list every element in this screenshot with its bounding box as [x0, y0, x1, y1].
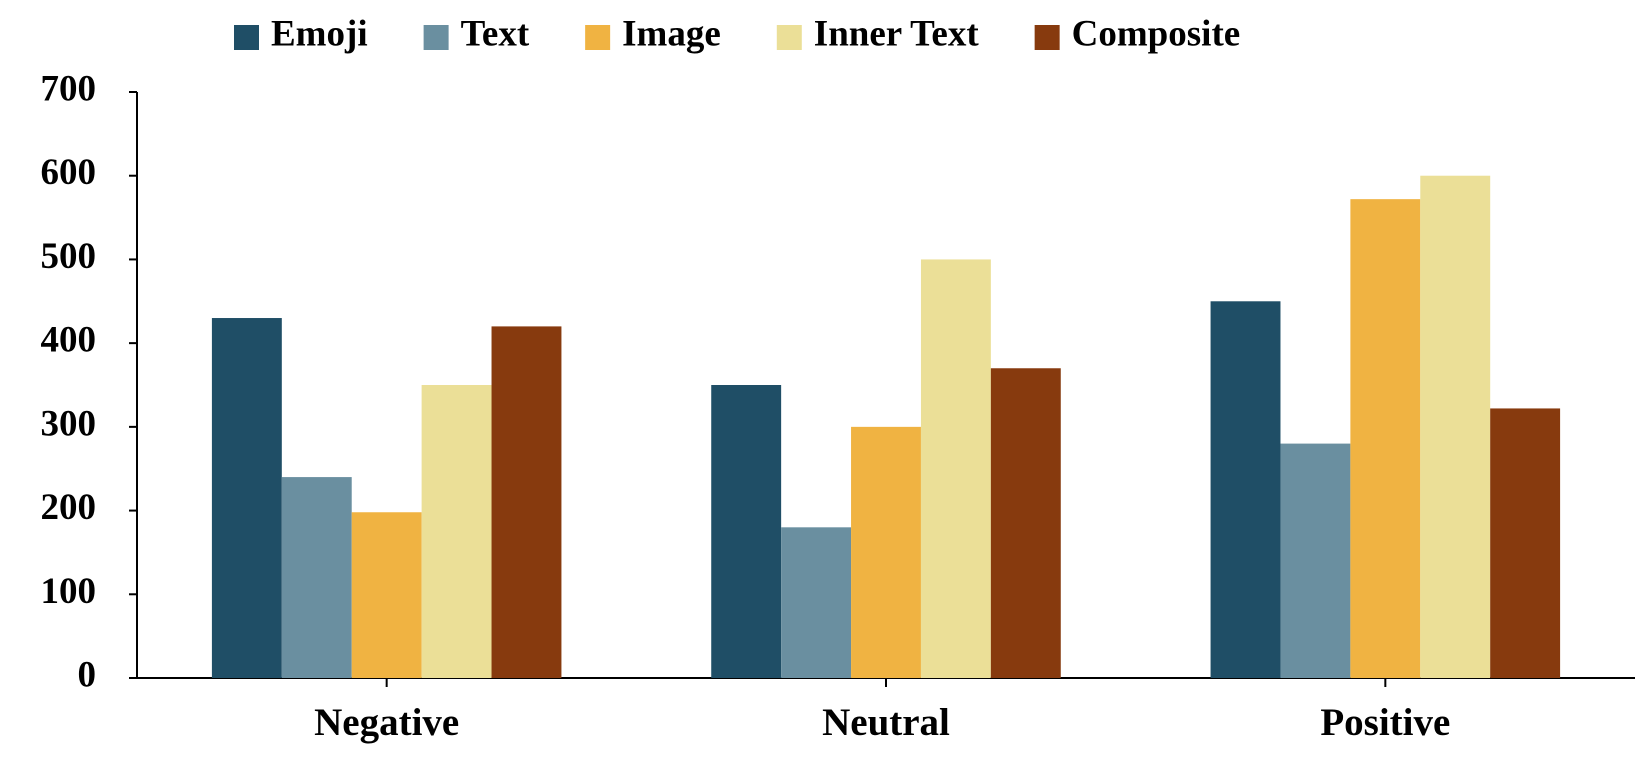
legend-swatch: [423, 25, 449, 50]
y-tick-label: 500: [41, 236, 97, 277]
legend-label: Text: [461, 13, 530, 54]
legend-label: Composite: [1072, 13, 1241, 54]
bar: [920, 259, 991, 678]
bar: [1280, 443, 1351, 678]
legend-swatch: [234, 25, 259, 50]
bar: [1350, 199, 1421, 678]
y-tick-label: 400: [41, 320, 97, 361]
bar: [990, 368, 1061, 678]
bar: [711, 385, 782, 678]
legend-swatch: [776, 25, 802, 50]
bar: [781, 527, 852, 678]
legend-swatch: [585, 25, 611, 50]
x-tick-label: Neutral: [822, 701, 950, 744]
y-tick-label: 200: [41, 487, 97, 528]
legend-label: Image: [622, 13, 721, 54]
y-tick-label: 100: [41, 571, 97, 612]
bar: [851, 426, 921, 678]
bar: [281, 477, 352, 678]
y-tick-label: 600: [41, 152, 97, 193]
legend-label: Inner Text: [814, 13, 980, 54]
x-tick-label: Negative: [314, 701, 459, 744]
bar: [1420, 175, 1491, 678]
legend-swatch: [1034, 25, 1060, 50]
legend-label: Emoji: [271, 13, 368, 54]
bar: [1210, 301, 1281, 678]
bar: [491, 326, 562, 678]
y-tick-label: 0: [78, 654, 97, 695]
y-tick-label: 300: [41, 403, 97, 444]
bar: [351, 512, 422, 678]
y-tick-label: 700: [41, 68, 97, 109]
bar: [421, 385, 492, 678]
x-tick-label: Positive: [1320, 701, 1450, 744]
bar: [1490, 408, 1561, 678]
bar: [211, 318, 282, 678]
